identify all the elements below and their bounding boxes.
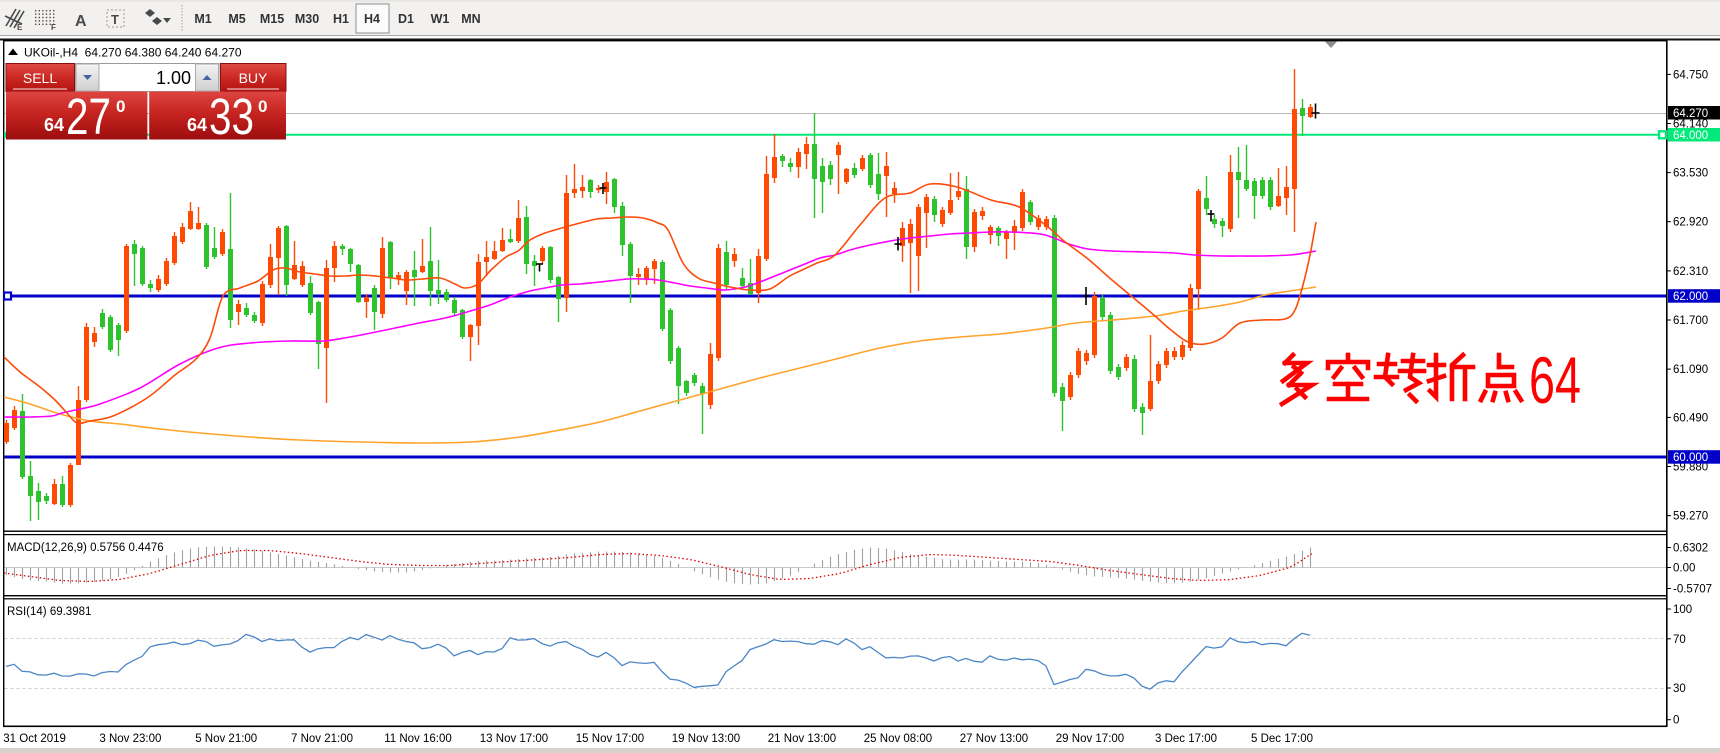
svg-text:19 Nov 13:00: 19 Nov 13:00 <box>672 733 740 745</box>
svg-text:64.750: 64.750 <box>1673 69 1708 81</box>
svg-text:30: 30 <box>1673 683 1686 695</box>
svg-text:E: E <box>17 23 23 32</box>
svg-text:64: 64 <box>44 115 64 135</box>
svg-text:61.090: 61.090 <box>1673 364 1708 376</box>
svg-text:5 Dec 17:00: 5 Dec 17:00 <box>1251 733 1313 745</box>
svg-text:0: 0 <box>1673 715 1679 727</box>
svg-text:RSI(14) 69.3981: RSI(14) 69.3981 <box>7 606 91 618</box>
svg-text:63.530: 63.530 <box>1673 168 1708 180</box>
svg-text:11 Nov 16:00: 11 Nov 16:00 <box>384 733 452 745</box>
svg-text:1.00: 1.00 <box>156 68 191 88</box>
svg-text:MN: MN <box>461 12 480 26</box>
svg-text:33: 33 <box>209 88 254 145</box>
svg-text:7 Nov 21:00: 7 Nov 21:00 <box>291 733 353 745</box>
svg-text:F: F <box>51 23 56 32</box>
svg-text:64.140: 64.140 <box>1673 119 1708 131</box>
svg-text:M30: M30 <box>295 12 319 26</box>
svg-text:W1: W1 <box>431 12 450 26</box>
svg-text:64: 64 <box>1529 343 1581 417</box>
svg-text:64.270: 64.270 <box>1673 108 1708 120</box>
svg-text:MACD(12,26,9) 0.5756 0.4476: MACD(12,26,9) 0.5756 0.4476 <box>7 542 164 554</box>
svg-text:0.6302: 0.6302 <box>1673 543 1708 555</box>
svg-text:62.920: 62.920 <box>1673 217 1708 229</box>
svg-text:D1: D1 <box>398 12 414 26</box>
svg-text:13 Nov 17:00: 13 Nov 17:00 <box>480 733 548 745</box>
svg-text:SELL: SELL <box>23 70 57 86</box>
svg-text:62.000: 62.000 <box>1673 291 1708 303</box>
svg-text:3 Nov 23:00: 3 Nov 23:00 <box>99 733 161 745</box>
svg-text:70: 70 <box>1673 634 1686 646</box>
svg-text:21 Nov 13:00: 21 Nov 13:00 <box>768 733 836 745</box>
svg-text:64: 64 <box>187 115 207 135</box>
svg-text:0: 0 <box>116 97 125 116</box>
svg-text:BUY: BUY <box>239 70 268 86</box>
svg-text:3 Dec 17:00: 3 Dec 17:00 <box>1155 733 1217 745</box>
svg-text:27: 27 <box>66 88 111 145</box>
svg-text:60.490: 60.490 <box>1673 412 1708 424</box>
svg-text:29 Nov 17:00: 29 Nov 17:00 <box>1056 733 1124 745</box>
svg-text:5 Nov 21:00: 5 Nov 21:00 <box>195 733 257 745</box>
svg-text:0.00: 0.00 <box>1673 563 1695 575</box>
svg-text:64.000: 64.000 <box>1673 130 1708 142</box>
svg-text:UKOil-,H4 64.270 64.380 64.24: UKOil-,H4 64.270 64.380 64.240 64.270 <box>24 46 242 60</box>
svg-text:27 Nov 13:00: 27 Nov 13:00 <box>960 733 1028 745</box>
svg-text:61.700: 61.700 <box>1673 315 1708 327</box>
svg-text:A: A <box>75 13 87 30</box>
svg-text:59.270: 59.270 <box>1673 511 1708 523</box>
svg-text:31 Oct 2019: 31 Oct 2019 <box>3 733 66 745</box>
svg-text:0: 0 <box>258 97 267 116</box>
svg-text:-0.5707: -0.5707 <box>1673 584 1712 596</box>
svg-text:60.000: 60.000 <box>1673 452 1708 464</box>
svg-text:M15: M15 <box>260 12 284 26</box>
svg-text:59.880: 59.880 <box>1673 462 1708 474</box>
svg-text:M5: M5 <box>228 12 245 26</box>
svg-text:100: 100 <box>1673 604 1692 616</box>
svg-text:H1: H1 <box>333 12 349 26</box>
svg-text:T: T <box>111 12 119 27</box>
svg-text:25 Nov 08:00: 25 Nov 08:00 <box>864 733 932 745</box>
svg-text:H4: H4 <box>364 12 380 26</box>
svg-text:M1: M1 <box>194 12 211 26</box>
svg-text:62.310: 62.310 <box>1673 266 1708 278</box>
svg-text:15 Nov 17:00: 15 Nov 17:00 <box>576 733 644 745</box>
